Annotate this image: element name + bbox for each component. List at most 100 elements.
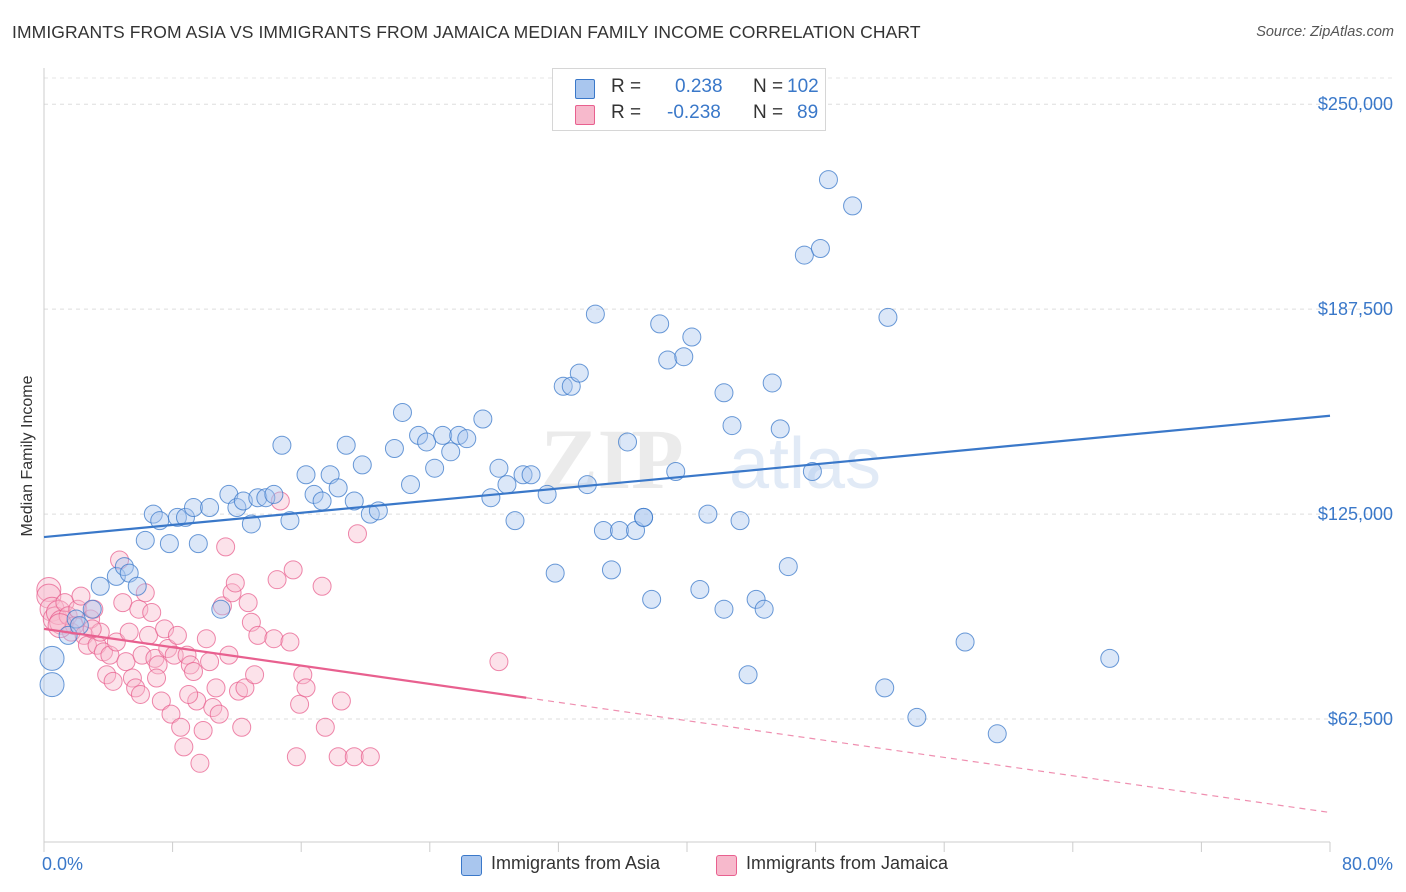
point-jamaica [39, 596, 65, 622]
watermark-atlas: atlas [729, 424, 881, 504]
stats-row-jamaica: R = -0.238 N = 89 [575, 102, 818, 126]
point-jamaica [315, 717, 335, 737]
point-jamaica [280, 632, 300, 652]
point-jamaica [245, 665, 265, 685]
point-asia [545, 563, 565, 583]
point-asia [497, 475, 517, 495]
point-asia [384, 439, 404, 459]
point-jamaica [200, 652, 220, 672]
point-asia [264, 484, 284, 504]
trend-line-jamaica [43, 627, 527, 699]
point-jamaica [296, 678, 316, 698]
point-jamaica [135, 583, 155, 603]
axes [43, 68, 1331, 852]
point-jamaica [167, 625, 187, 645]
point-asia [778, 557, 798, 577]
point-asia [505, 511, 525, 531]
point-asia [810, 239, 830, 259]
point-asia [280, 511, 300, 531]
point-jamaica [183, 661, 203, 681]
point-asia [352, 455, 372, 475]
point-jamaica [113, 593, 133, 613]
point-jamaica [147, 668, 167, 688]
point-asia [907, 707, 927, 727]
point-asia [634, 507, 654, 527]
point-asia [682, 327, 702, 347]
point-jamaica [238, 593, 258, 613]
point-asia [593, 520, 613, 540]
point-jamaica [174, 737, 194, 757]
point-asia [39, 645, 65, 671]
point-jamaica [360, 747, 380, 767]
point-asia [401, 475, 421, 495]
point-jamaica [347, 524, 367, 544]
legend-swatch-jamaica [716, 855, 737, 876]
point-asia [987, 724, 1007, 744]
point-jamaica [119, 622, 139, 642]
point-jamaica [110, 550, 130, 570]
point-jamaica [129, 599, 149, 619]
point-jamaica [212, 596, 232, 616]
point-asia [272, 435, 292, 455]
point-asia [241, 514, 261, 534]
point-asia [425, 458, 445, 478]
point-asia [392, 402, 412, 422]
point-asia [1100, 648, 1120, 668]
point-asia [69, 616, 89, 636]
point-asia [878, 307, 898, 327]
point-asia [553, 376, 573, 396]
point-jamaica [116, 652, 136, 672]
point-jamaica [196, 629, 216, 649]
point-asia [738, 665, 758, 685]
point-asia [698, 504, 718, 524]
point-jamaica [36, 577, 62, 603]
point-asia [601, 560, 621, 580]
point-asia [650, 314, 670, 334]
point-asia [722, 416, 742, 436]
point-asia [642, 589, 662, 609]
point-asia [344, 491, 364, 511]
point-jamaica [286, 747, 306, 767]
stats-row-asia: R = 0.238 N = 102 [575, 76, 819, 100]
point-asia [754, 599, 774, 619]
point-asia [114, 557, 134, 577]
point-jamaica [232, 717, 252, 737]
point-jamaica [225, 573, 245, 593]
stats-r-value: 0.238 [675, 76, 723, 97]
point-jamaica [328, 747, 348, 767]
point-asia [794, 245, 814, 265]
point-jamaica [132, 645, 152, 665]
trend-line-jamaica-extension [526, 697, 1331, 814]
x-tick-label: 80.0% [1342, 854, 1393, 874]
point-jamaica [151, 691, 171, 711]
stats-swatch-jamaica [575, 105, 595, 125]
point-asia [106, 566, 126, 586]
point-asia [618, 432, 638, 452]
point-asia [409, 425, 429, 445]
chart-title: IMMIGRANTS FROM ASIA VS IMMIGRANTS FROM … [12, 22, 921, 42]
point-asia [159, 534, 179, 554]
point-asia [674, 347, 694, 367]
point-asia [167, 507, 187, 527]
point-jamaica [331, 691, 351, 711]
point-jamaica [283, 560, 303, 580]
stats-box: R = 0.238 N = 102 R = -0.238 N = 89 [552, 68, 826, 131]
point-asia [513, 465, 533, 485]
stats-swatch-asia [575, 79, 595, 99]
point-asia [312, 491, 332, 511]
point-asia [569, 363, 589, 383]
point-asia [609, 520, 629, 540]
point-asia [762, 373, 782, 393]
point-asia [818, 170, 838, 190]
point-asia [183, 498, 203, 518]
x-tick-label: 0.0% [42, 854, 83, 874]
legend-label-jamaica: Immigrants from Jamaica [746, 853, 949, 873]
point-jamaica [187, 691, 207, 711]
point-asia [211, 599, 231, 619]
point-asia [328, 478, 348, 498]
point-asia [90, 576, 110, 596]
point-jamaica [290, 694, 310, 714]
point-jamaica [344, 747, 364, 767]
point-jamaica [193, 721, 213, 741]
